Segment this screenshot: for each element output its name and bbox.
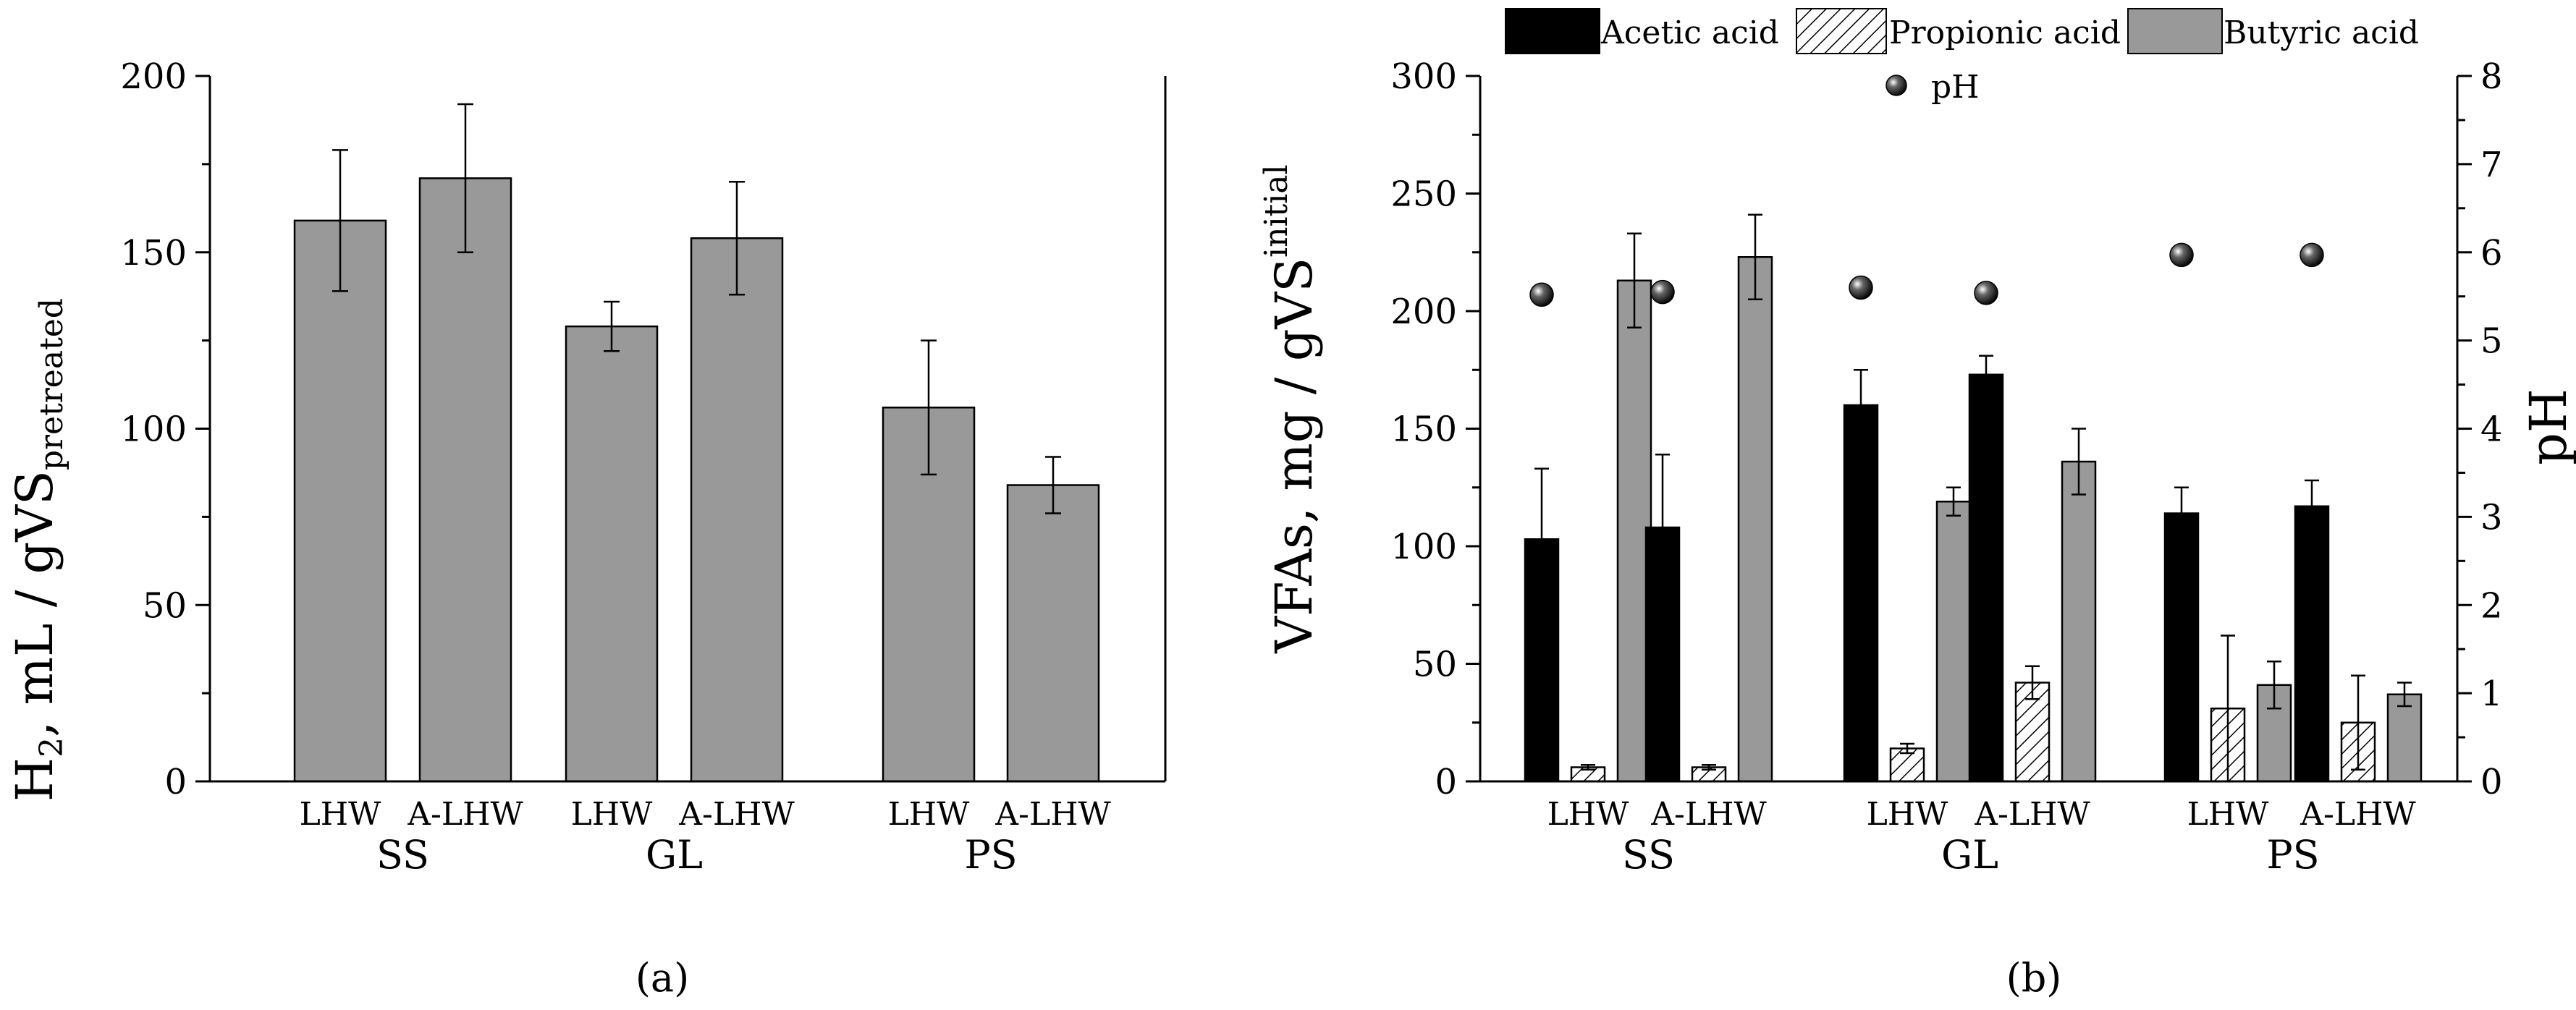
chart-b-category-label: A-LHW	[1650, 796, 1767, 833]
chart-b-right-tick-label: 4	[2480, 409, 2503, 450]
chart-a: 0 50 100 150 200 LHW A-LHW LHW A-LHW LHW A-LHW SS…	[5, 56, 1167, 1001]
chart-b-left-tick-labels: 0 50 100 150 200 250 300	[1390, 56, 1457, 802]
chart-b-category-label: LHW	[2187, 796, 2270, 833]
chart-b-left-tick-label: 100	[1390, 527, 1457, 567]
chart-b-ph-point	[1849, 275, 1873, 300]
chart-b-category-label: A-LHW	[1974, 796, 2090, 833]
chart-a-bar	[293, 219, 387, 783]
chart-b-right-tick-label: 8	[2480, 56, 2503, 97]
panel-label-a: (a)	[635, 955, 689, 1001]
chart-a-category-label: LHW	[571, 796, 654, 833]
chart-b-category-label: LHW	[1867, 796, 1949, 833]
chart-b-error-bars	[1534, 213, 2412, 783]
chart-b-left-tick-label: 200	[1390, 292, 1457, 332]
chart-b-left-tick-label: 250	[1390, 174, 1457, 215]
chart-a-y-tick-label: 0	[164, 762, 187, 802]
chart-a-category-labels: LHW A-LHW LHW A-LHW LHW A-LHW	[300, 796, 1112, 833]
legend-swatch-butyric	[2127, 8, 2223, 54]
chart-b-left-tick-label: 150	[1390, 409, 1457, 450]
chart-a-y-tick-label: 200	[120, 56, 187, 97]
chart-a-y-tick-label: 150	[120, 233, 187, 273]
chart-b-left-axis-label: VFAs, mg / gVSinitial	[1258, 164, 1324, 653]
chart-a-y-axis-label: H2, mL / gVSpretreated	[5, 298, 70, 802]
chart-b-right-tick-label: 0	[2480, 762, 2503, 802]
panel-label-b: (b)	[2006, 955, 2062, 1001]
legend-marker-ph	[1885, 75, 1907, 96]
legend-label-acetic: Acetic acid	[1600, 14, 1779, 51]
chart-a-bar	[690, 237, 784, 783]
chart-b-bar-acetic	[1843, 404, 1879, 783]
chart-a-y-tick-label: 100	[120, 409, 187, 450]
legend: Acetic acid Propionic acid Butyric acid …	[1505, 8, 2419, 106]
chart-b-bar-acetic	[1968, 373, 2004, 783]
chart-b-category-label: LHW	[1547, 796, 1630, 833]
legend-label-propionic: Propionic acid	[1889, 14, 2121, 51]
chart-b-right-tick-labels: 0 1 2 3 4 5 6 7 8	[2480, 56, 2503, 802]
chart-b-bar-acetic	[2294, 505, 2330, 783]
chart-b-right-tick-label: 5	[2480, 321, 2503, 362]
chart-a-category-label: LHW	[300, 796, 382, 833]
chart-b-right-tick-label: 2	[2480, 585, 2503, 626]
chart-a-group-label: GL	[646, 832, 703, 878]
chart-b-left-tick-label: 50	[1413, 645, 1457, 685]
chart-b-bar-butyric	[2386, 693, 2423, 783]
chart-b-category-label: A-LHW	[2300, 796, 2416, 833]
chart-b-group-label: GL	[1941, 832, 1998, 878]
chart-b-bar-butyric	[1935, 501, 1972, 783]
chart-b-bar-butyric	[1737, 256, 1773, 783]
chart-b-group-label: SS	[1622, 832, 1675, 878]
chart-b-ph-point	[1529, 282, 1554, 307]
chart-b-category-labels: LHW A-LHW LHW A-LHW LHW A-LHW	[1547, 796, 2417, 833]
chart-b-ph-point	[2300, 242, 2324, 268]
legend-label-butyric: Butyric acid	[2224, 14, 2419, 51]
chart-a-category-label: A-LHW	[994, 796, 1111, 833]
chart-a-category-label: A-LHW	[678, 796, 795, 833]
chart-b-right-tick-label: 3	[2480, 497, 2503, 538]
chart-a-bars	[293, 177, 1100, 783]
chart-b-bars	[1524, 256, 2423, 783]
chart-b-right-tick-label: 6	[2480, 233, 2503, 273]
chart-a-group-labels: SS GL PS	[376, 832, 1018, 878]
chart-b-ph-point	[2169, 242, 2194, 268]
chart-a-error-bars	[332, 103, 1061, 514]
chart-b-left-tick-label: 300	[1390, 56, 1457, 97]
chart-b-axes	[1466, 75, 2472, 783]
legend-swatch-acetic	[1505, 8, 1600, 54]
chart-b-bar-butyric	[2061, 460, 2097, 783]
chart-a-category-label: A-LHW	[407, 796, 523, 833]
chart-a-group-label: SS	[376, 832, 429, 878]
chart-b-group-labels: SS GL PS	[1622, 832, 2320, 878]
chart-b-right-axis-label: pH	[2519, 389, 2576, 465]
chart-b-group-label: PS	[2266, 832, 2319, 878]
chart-b-right-tick-label: 1	[2480, 674, 2503, 714]
chart-a-group-label: PS	[964, 832, 1017, 878]
chart-b-bar-acetic	[2163, 512, 2200, 783]
legend-label-ph: pH	[1931, 69, 1980, 106]
legend-swatch-propionic	[1796, 8, 1887, 54]
chart-b-ph-point	[1974, 281, 1998, 305]
chart-a-bar	[565, 325, 659, 783]
chart-b-ph-point	[1650, 279, 1675, 305]
chart-a-y-tick-label: 50	[143, 585, 187, 626]
chart-b-right-tick-label: 7	[2480, 145, 2503, 185]
chart-a-bar	[1006, 484, 1100, 783]
chart-a-y-tick-labels: 0 50 100 150 200	[120, 56, 187, 802]
chart-b-left-tick-label: 0	[1435, 762, 1457, 802]
chart-a-bar	[418, 177, 512, 783]
chart-b-ph-markers	[1529, 242, 2324, 307]
chart-a-axes	[195, 75, 1167, 783]
chart-a-category-label: LHW	[888, 796, 971, 833]
